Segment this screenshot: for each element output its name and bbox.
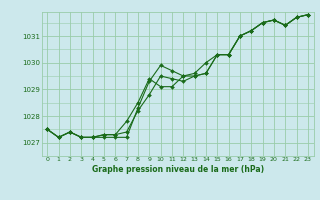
X-axis label: Graphe pression niveau de la mer (hPa): Graphe pression niveau de la mer (hPa): [92, 165, 264, 174]
